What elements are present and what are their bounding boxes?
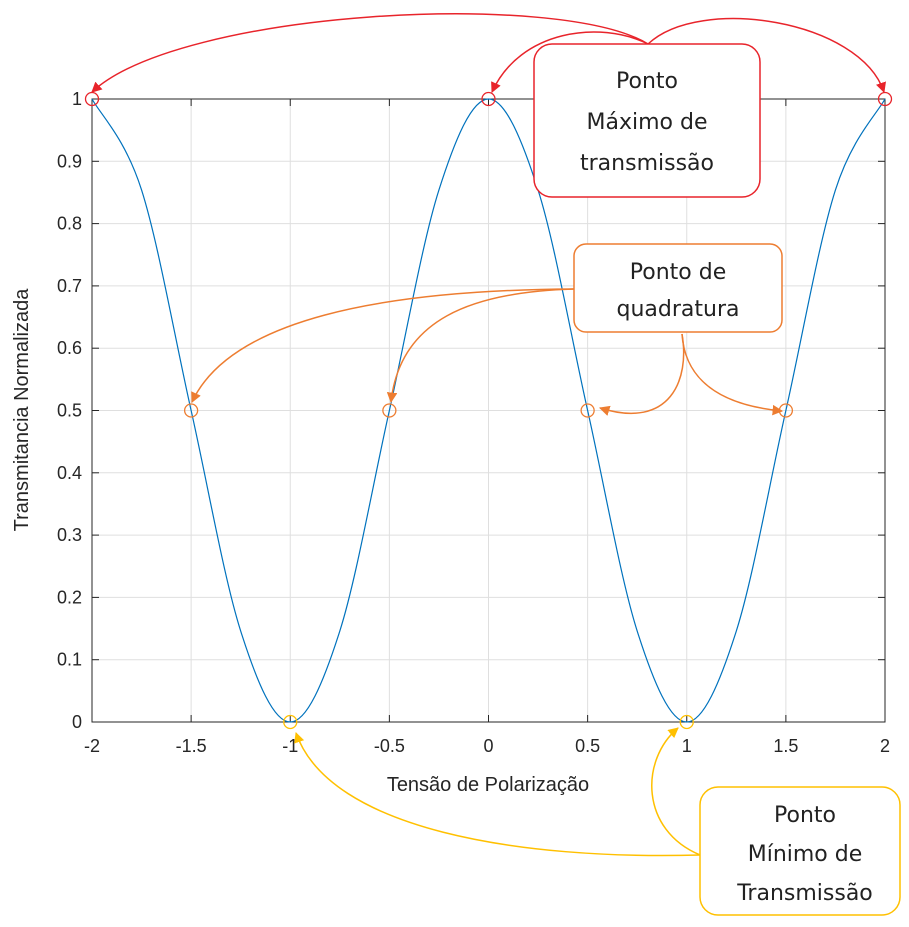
y-tick-label: 0.1 bbox=[57, 650, 82, 670]
y-tick-label: 1 bbox=[72, 89, 82, 109]
y-tick-label: 0.9 bbox=[57, 151, 82, 171]
annotation-max: Ponto Máximo de transmissão bbox=[91, 13, 886, 198]
callout-min-line1: Ponto bbox=[774, 803, 836, 828]
arrow-max-right bbox=[647, 17, 886, 93]
callout-quad-line1: Ponto de bbox=[630, 260, 726, 285]
y-tick-label: 0 bbox=[72, 712, 82, 732]
callout-quad-line2: quadratura bbox=[617, 297, 740, 322]
callout-max-line1: Ponto bbox=[616, 69, 678, 94]
y-axis-label: Transmitancia Normalizada bbox=[11, 288, 33, 532]
transmittance-curve bbox=[91, 98, 886, 723]
y-tick-label: 0.6 bbox=[57, 338, 82, 358]
arrow-quad-4 bbox=[681, 333, 784, 416]
callout-box-max bbox=[533, 43, 761, 198]
y-tick-label: 0.5 bbox=[57, 401, 82, 421]
quadrature-point-marker bbox=[580, 403, 595, 418]
arrow-quad-1 bbox=[191, 288, 575, 403]
callout-max-line3: transmissão bbox=[580, 151, 714, 176]
max-point-marker bbox=[481, 91, 496, 107]
annotation-quadrature: Ponto de quadratura bbox=[191, 243, 784, 416]
tick-labels: -2 -1.5 -1 -0.5 0 0.5 1 1.5 2 0 0.1 0.2 0.3 0.4 0.5 0.6… bbox=[57, 89, 890, 756]
y-tick-label: 0.8 bbox=[57, 214, 82, 234]
y-tick-label: 0.7 bbox=[57, 276, 82, 296]
x-tick-label: -1.5 bbox=[176, 736, 207, 756]
callout-box-quadrature bbox=[573, 243, 783, 333]
callout-min-line3: Transmissão bbox=[736, 881, 873, 906]
arrow-quad-3 bbox=[598, 333, 685, 416]
x-tick-label: 1 bbox=[682, 736, 692, 756]
callout-box-min bbox=[699, 786, 901, 916]
arrow-min-right bbox=[651, 727, 701, 856]
x-tick-label: 1.5 bbox=[773, 736, 798, 756]
arrow-max-left bbox=[91, 13, 649, 93]
callout-max-line2: Máximo de bbox=[587, 110, 708, 135]
y-tick-label: 0.3 bbox=[57, 525, 82, 545]
x-tick-label: 0.5 bbox=[575, 736, 600, 756]
quadrature-point-marker bbox=[183, 403, 199, 418]
arrow-quad-2 bbox=[386, 288, 575, 404]
arrow-min-left bbox=[294, 732, 701, 857]
x-tick-label: 0 bbox=[483, 736, 493, 756]
callout-min-line2: Mínimo de bbox=[748, 842, 863, 867]
quadrature-point-marker bbox=[382, 403, 397, 418]
x-axis-label: Tensão de Polarização bbox=[387, 774, 589, 796]
x-tick-label: -2 bbox=[84, 736, 100, 756]
y-tick-label: 0.2 bbox=[57, 587, 82, 607]
grid bbox=[91, 98, 886, 723]
series bbox=[91, 98, 886, 723]
y-tick-label: 0.4 bbox=[57, 463, 82, 483]
x-tick-label: -0.5 bbox=[374, 736, 405, 756]
min-point-marker bbox=[283, 714, 298, 730]
x-tick-label: 2 bbox=[880, 736, 890, 756]
x-tick-label: -1 bbox=[282, 736, 298, 756]
min-point-marker bbox=[679, 714, 694, 730]
annotation-min: Ponto Mínimo de Transmissão bbox=[294, 727, 901, 916]
arrow-max-center bbox=[491, 31, 649, 93]
